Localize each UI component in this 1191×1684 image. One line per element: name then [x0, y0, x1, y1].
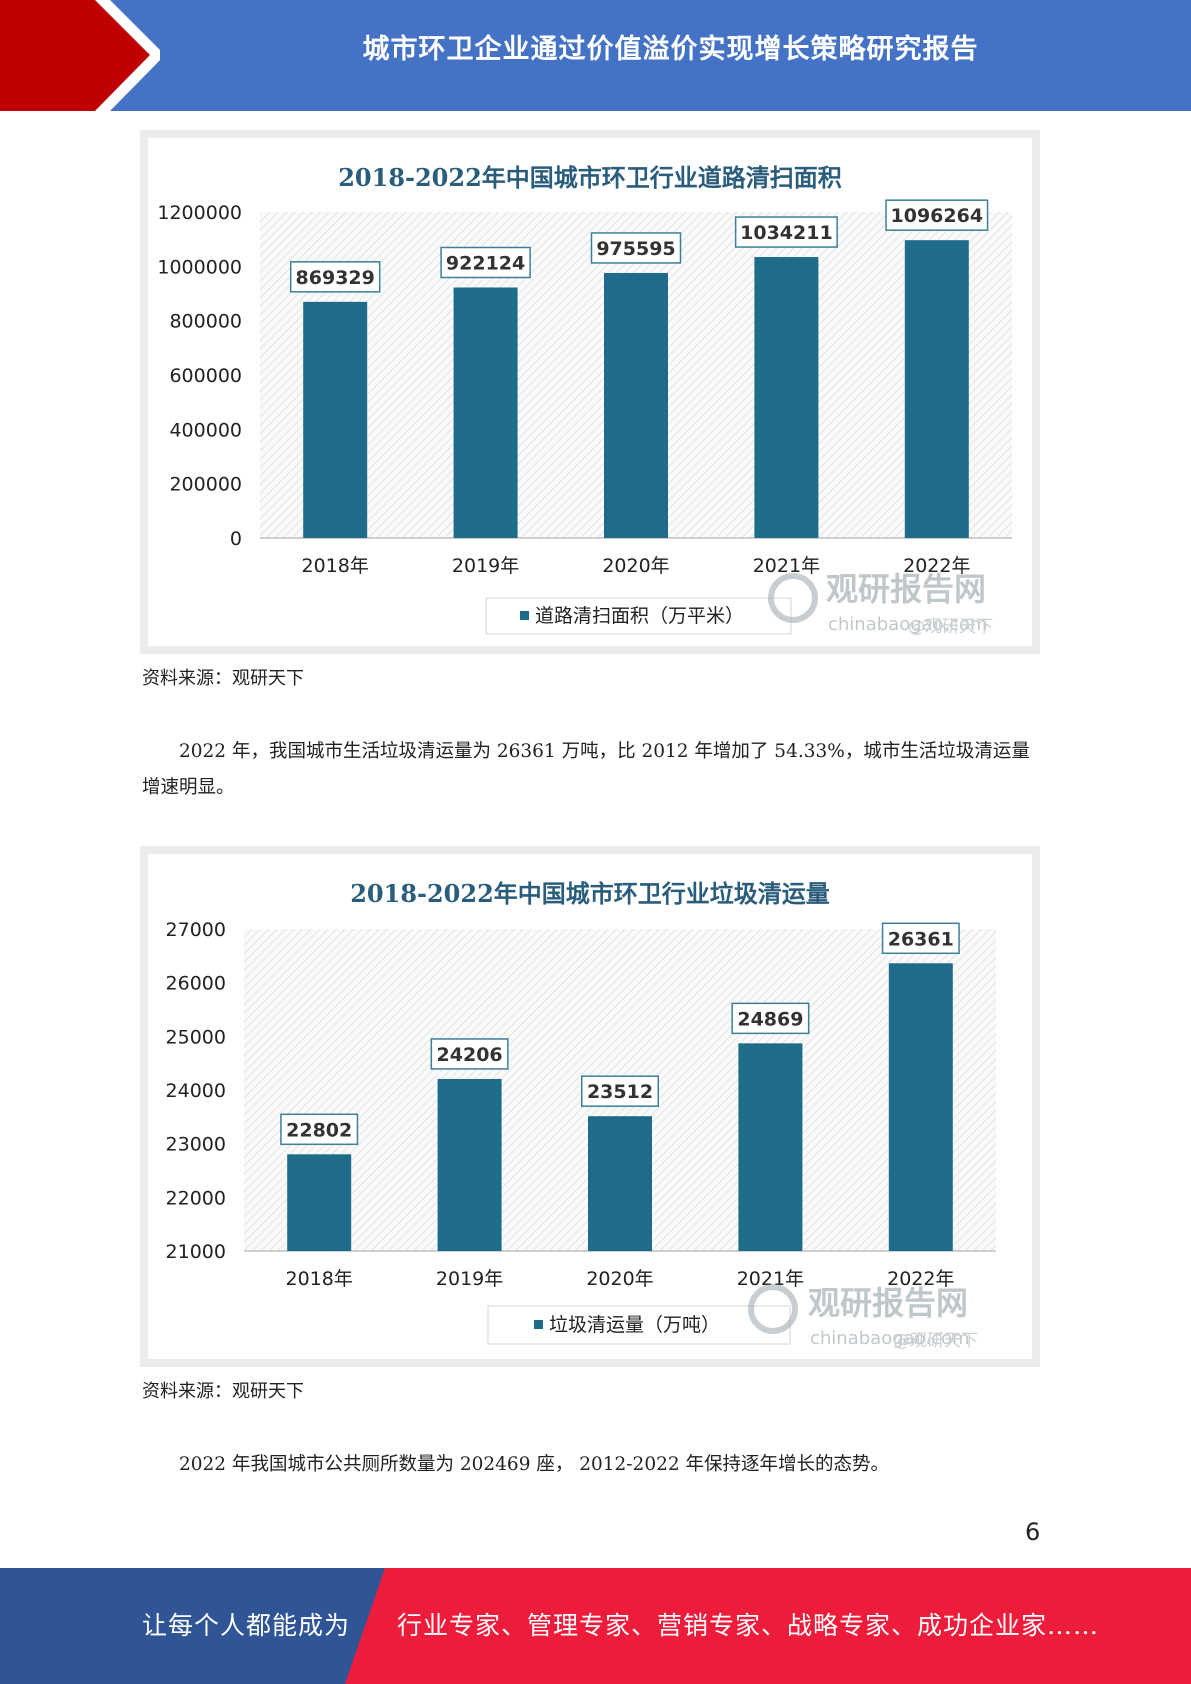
x-tick-label: 2021年 — [737, 1268, 804, 1290]
data-label-box — [885, 199, 989, 231]
chart1-watermark-handle: @观研天下 — [908, 617, 993, 637]
chart2-watermark-brand: 观研报告网 — [808, 1284, 968, 1322]
x-tick-label: 2021年 — [753, 555, 820, 577]
chart1-watermark-brand: 观研报告网 — [826, 570, 986, 608]
y-tick-label: 800000 — [169, 311, 242, 333]
x-tick-label: 2020年 — [586, 1268, 653, 1290]
page-number: 6 — [1025, 1518, 1041, 1546]
footer-slogan-right: 行业专家、管理专家、营销专家、战略专家、成功企业家…… — [397, 1611, 1100, 1640]
chart1-svg: 2018-2022年中国城市环卫行业道路清扫面积 0 200000 400000 60… — [157, 163, 1012, 637]
data-label-box — [881, 922, 960, 955]
data-label: 975595 — [596, 238, 675, 260]
data-label-box — [731, 1002, 810, 1035]
bar — [738, 1043, 803, 1251]
chart2-svg: 2018-2022年中国城市环卫行业垃圾清运量 21000 22000 23000 2… — [166, 879, 996, 1351]
x-tick-label: 2020年 — [602, 555, 669, 577]
data-label: 869329 — [296, 267, 375, 289]
chart1-watermark: 观研报告网 chinabaogao.com @观研天下 — [768, 570, 993, 637]
header-arrow-decoration — [0, 0, 160, 111]
chart-garbage-collection: 2018-2022年中国城市环卫行业垃圾清运量 21000 22000 23000 2… — [140, 846, 1040, 1367]
data-label: 26361 — [888, 928, 954, 950]
bar — [588, 1116, 652, 1251]
data-label-box — [590, 232, 682, 264]
x-tick-label: 2019年 — [436, 1268, 503, 1290]
data-label-box — [734, 216, 838, 248]
y-tick-label: 22000 — [166, 1187, 226, 1209]
data-label-box — [280, 1113, 359, 1146]
data-label: 1034211 — [740, 222, 833, 244]
y-tick-label: 25000 — [166, 1026, 226, 1048]
y-tick-label: 24000 — [166, 1080, 226, 1102]
x-tick-label: 2018年 — [286, 1268, 353, 1290]
data-label-box — [581, 1075, 659, 1107]
y-tick-label: 600000 — [169, 365, 242, 387]
bar — [904, 240, 969, 538]
chart1-title: 2018-2022年中国城市环卫行业道路清扫面积 — [338, 163, 842, 192]
bar — [453, 287, 518, 538]
y-tick-label: 1000000 — [157, 256, 242, 278]
data-label-box — [289, 261, 381, 293]
x-tick-label: 2018年 — [302, 555, 369, 577]
bar — [303, 301, 368, 538]
y-tick-label: 200000 — [169, 474, 242, 496]
data-label: 22802 — [286, 1119, 352, 1141]
data-label: 24869 — [737, 1008, 803, 1030]
data-label-box — [430, 1038, 509, 1070]
paragraph-2: 2022 年我国城市公共厕所数量为 202469 座， 2012-2022 年保… — [179, 1454, 890, 1475]
chart2-legend-label: 垃圾清运量（万吨） — [549, 1314, 720, 1336]
data-label-box — [440, 246, 531, 279]
chart2-watermark-handle: @观研天下 — [893, 1331, 978, 1351]
y-tick-label: 26000 — [166, 973, 226, 995]
y-tick-label: 23000 — [166, 1134, 226, 1156]
chart1-watermark-url: chinabaogao.com — [828, 614, 988, 635]
y-tick-label: 400000 — [169, 419, 242, 441]
page-header: 城市环卫企业通过价值溢价实现增长策略研究报告 — [0, 0, 1191, 111]
bar — [287, 1154, 352, 1251]
bar — [437, 1078, 502, 1251]
y-tick-label: 21000 — [166, 1241, 226, 1263]
chart2-legend-swatch — [534, 1320, 543, 1329]
bar — [754, 257, 819, 538]
chart2-watermark-url: chinabaogao.com — [810, 1328, 970, 1349]
x-tick-label: 2022年 — [903, 555, 970, 577]
x-tick-label: 2022年 — [887, 1268, 954, 1290]
chart-road-cleaning-area: 2018-2022年中国城市环卫行业道路清扫面积 0 200000 400000 60… — [140, 130, 1040, 654]
report-title: 城市环卫企业通过价值溢价实现增长策略研究报告 — [362, 34, 979, 65]
chart1-source: 资料来源：观研天下 — [142, 668, 304, 689]
y-tick-label: 1200000 — [157, 202, 242, 224]
x-tick-label: 2019年 — [452, 555, 519, 577]
chart1-legend-box — [485, 597, 792, 635]
data-label: 23512 — [587, 1081, 653, 1103]
chart2-watermark: 观研报告网 chinabaogao.com @观研天下 — [748, 1284, 978, 1351]
chart1-legend-swatch — [520, 611, 529, 620]
page-footer: 让每个人都能成为 行业专家、管理专家、营销专家、战略专家、成功企业家…… — [0, 1568, 1191, 1684]
y-tick-label: 0 — [230, 528, 242, 550]
data-label: 922124 — [446, 252, 525, 274]
chart1-legend-label: 道路清扫面积（万平米） — [535, 605, 744, 627]
chart2-source: 资料来源：观研天下 — [142, 1381, 304, 1402]
y-tick-label: 27000 — [166, 919, 226, 941]
footer-background — [0, 1568, 1191, 1684]
data-label: 1096264 — [891, 205, 984, 227]
chart2-title: 2018-2022年中国城市环卫行业垃圾清运量 — [350, 879, 830, 908]
bar — [604, 272, 668, 538]
data-label: 24206 — [437, 1044, 503, 1066]
footer-slogan-left: 让每个人都能成为 — [142, 1611, 351, 1640]
bar — [888, 963, 953, 1251]
paragraph-1: 2022 年，我国城市生活垃圾清运量为 26361 万吨，比 2012 年增加了… — [142, 741, 1030, 798]
